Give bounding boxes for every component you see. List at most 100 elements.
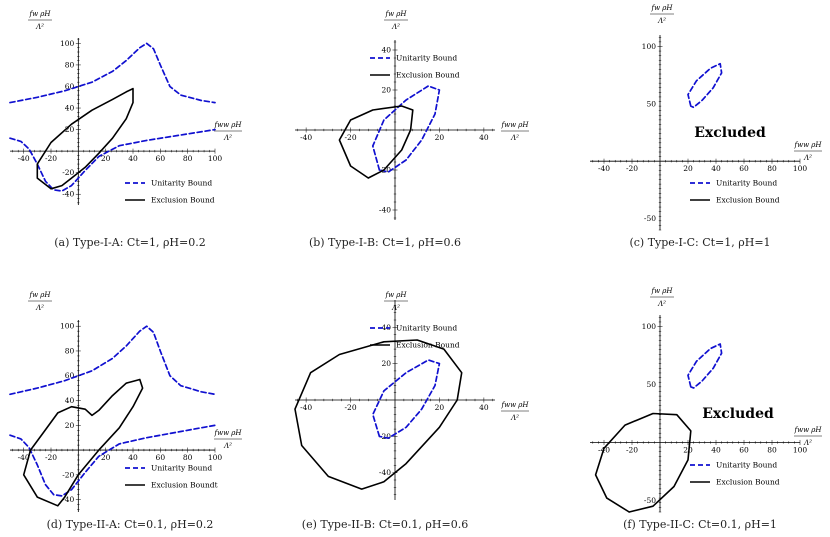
y-axis-label-denominator: Λ² [657,17,666,25]
x-tick-label: -20 [626,445,638,454]
x-tick-label: -20 [45,154,57,163]
x-tick-label: 80 [767,164,777,173]
y-tick-label: 20 [65,421,75,430]
x-tick-label: -20 [45,453,57,462]
x-axis-label: fww ρH [213,121,242,129]
legend-exclusion-label: Exclusion Boundt [151,481,218,490]
x-tick-label: 60 [156,154,166,163]
chart-panel-d: -40 -20 20 40 60 80 100 -40 -20 20 40 60 80 100 fww ρH… [9,291,242,531]
unitarity-bound-curve [687,343,723,389]
unitarity-bound-curve [371,359,441,440]
exclusion-bound-curve [36,87,134,190]
y-tick-label: 60 [65,82,75,91]
x-tick-label: 40 [479,403,489,412]
x-tick-label: 40 [128,453,138,462]
excluded-annotation: Excluded [694,125,766,141]
y-axis-label-denominator: Λ² [391,23,400,31]
legend-exclusion-label: Exclusion Bound [716,196,780,205]
y-tick-label: 20 [65,125,75,134]
x-tick-label: -20 [626,164,638,173]
y-tick-label: -50 [644,496,656,505]
y-axis-label-denominator: Λ² [35,23,44,31]
y-tick-label: 40 [381,46,391,55]
panel-caption: (c) Type-I-C: Ct=1, ρH=1 [629,236,770,249]
panel-caption: (a) Type-I-A: Ct=1, ρH=0.2 [54,236,205,249]
x-tick-label: 40 [711,164,721,173]
x-tick-label: -40 [300,403,312,412]
x-tick-label: -40 [598,164,610,173]
x-tick-label: 100 [208,453,223,462]
y-tick-label: -20 [62,470,74,479]
y-tick-label: 40 [65,104,75,113]
legend-exclusion-label: Exclusion Bound [396,71,460,80]
x-tick-label: 80 [183,154,193,163]
y-tick-label: 100 [60,322,75,331]
x-tick-label: 40 [479,133,489,142]
x-tick-label: -20 [345,403,357,412]
exclusion-bound-curve [22,378,144,507]
x-tick-label: 60 [739,164,749,173]
legend-exclusion-label: Exclusion Bound [396,341,460,350]
x-tick-label: 100 [208,154,223,163]
unitarity-bound-curve [371,85,441,173]
legend-unitarity-label: Unitarity Bound [151,464,212,473]
x-tick-label: 20 [435,403,445,412]
x-tick-label: 20 [683,164,693,173]
exclusion-bound-curve [294,339,463,490]
y-tick-label: -20 [379,166,391,175]
y-tick-label: 50 [646,99,656,108]
legend-unitarity-label: Unitarity Bound [151,179,212,188]
x-tick-label: -40 [18,154,30,163]
y-tick-label: -40 [62,495,74,504]
legend-unitarity-label: Unitarity Bound [396,324,457,333]
x-tick-label: 20 [101,154,111,163]
y-axis-label-denominator: Λ² [391,304,400,312]
x-axis-label-denominator: Λ² [803,439,812,447]
y-tick-label: -20 [62,168,74,177]
chart-panel-c: -40 -20 20 40 60 80 100 -50 50 100 fww ρH Λ² fw ρH Λ²… [590,4,822,249]
unitarity-bound-curve [687,62,723,109]
x-tick-label: 40 [711,445,721,454]
legend-exclusion-label: Exclusion Bound [716,478,780,487]
x-tick-label: 20 [101,453,111,462]
x-tick-label: 40 [128,154,138,163]
x-tick-label: 60 [739,445,749,454]
x-tick-label: -20 [345,133,357,142]
legend-unitarity-label: Unitarity Bound [716,179,777,188]
y-tick-label: -20 [379,432,391,441]
excluded-annotation: Excluded [702,406,774,422]
y-tick-label: -50 [644,214,656,223]
legend-unitarity-label: Unitarity Bound [396,54,457,63]
unitarity-bound-curve [9,128,216,192]
y-tick-label: 20 [381,86,391,95]
legend-unitarity-label: Unitarity Bound [716,461,777,470]
y-tick-label: 100 [60,39,75,48]
x-axis-label: fww ρH [500,401,529,409]
panel-caption: (e) Type-II-B: Ct=0.1, ρH=0.6 [302,518,468,531]
y-axis-label-denominator: Λ² [35,304,44,312]
unitarity-bound-curve [9,42,216,104]
legend-exclusion-label: Exclusion Bound [151,196,215,205]
x-tick-label: 80 [767,445,777,454]
exclusion-bound-curve [594,412,692,513]
x-axis-label: fww ρH [793,141,822,149]
x-tick-label: -40 [18,453,30,462]
x-axis-label-denominator: Λ² [223,442,232,450]
x-tick-label: 20 [435,133,445,142]
unitarity-bound-curve [9,325,216,396]
chart-panel-b: -40 -20 20 40 -40 -20 20 40 fww ρH Λ² fw ρH Λ² Unita… [295,10,529,249]
panel-caption: (f) Type-II-C: Ct=0.1, ρH=1 [623,518,777,531]
y-tick-label: 20 [381,359,391,368]
y-tick-label: 100 [642,42,657,51]
x-tick-label: 60 [156,453,166,462]
x-axis-label-denominator: Λ² [510,134,519,142]
y-tick-label: 80 [65,346,75,355]
y-tick-label: -40 [62,190,74,199]
y-axis-label: fw ρH [28,291,51,299]
panel-caption: (d) Type-II-A: Ct=0.1, ρH=0.2 [47,518,214,531]
chart-panel-a: -40 -20 20 40 60 80 100 -40 -20 20 40 60 80 100 fww ρH… [9,10,242,249]
y-axis-label: fw ρH [28,10,51,18]
y-tick-label: 40 [65,396,75,405]
